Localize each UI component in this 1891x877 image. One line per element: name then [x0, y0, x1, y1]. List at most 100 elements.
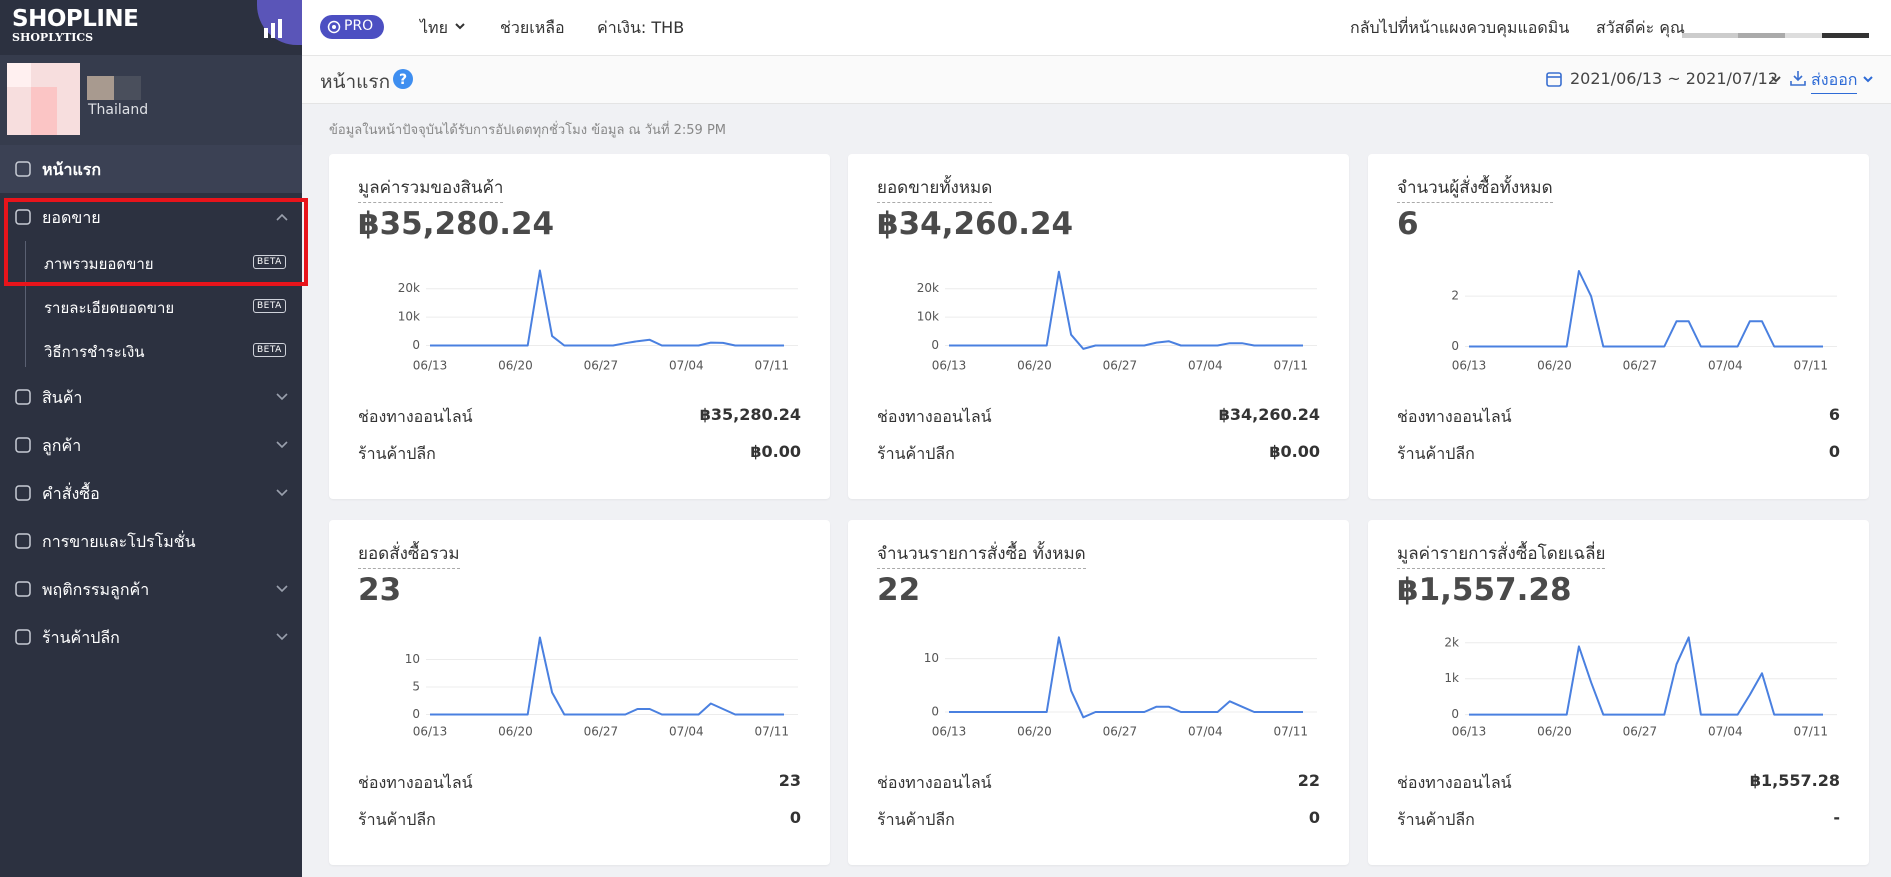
menu-item[interactable]: สินค้า — [42, 388, 83, 407]
y-tick-label: 20k — [398, 281, 420, 295]
greeting: สวัสดีค่ะ คุณ — [1596, 18, 1685, 37]
row-label: ร้านค้าปลีก — [1397, 444, 1475, 463]
date-range[interactable]: 2021/06/13 ~ 2021/07/12 — [1570, 69, 1779, 88]
menu-item[interactable]: ยอดขาย — [42, 208, 101, 227]
x-tick-label: 07/04 — [1188, 725, 1223, 739]
menu-icon-shape — [15, 485, 31, 501]
x-tick-label: 07/11 — [754, 359, 789, 373]
y-tick-label: 10k — [398, 310, 420, 324]
menu-icon-shape — [15, 389, 31, 405]
chevron-line — [276, 633, 288, 641]
line-series — [430, 269, 784, 347]
x-tick-label: 07/11 — [1793, 359, 1828, 373]
menu-icon-shape — [15, 581, 31, 597]
x-tick-label: 06/27 — [584, 359, 619, 373]
x-tick-label: 07/04 — [1708, 725, 1743, 739]
analytics-icon — [264, 19, 282, 38]
help-icon[interactable]: ? — [393, 69, 413, 89]
menu-item[interactable]: คำสั่งซื้อ — [42, 484, 100, 503]
y-tick-label: 5 — [412, 680, 420, 694]
x-tick-label: 06/20 — [1537, 725, 1572, 739]
chevron-line — [276, 441, 288, 449]
row-value: - — [1833, 808, 1840, 827]
menu-active-bg — [0, 145, 302, 193]
chart: 0 10 06/13 06/20 06/27 07/04 07/11 — [924, 636, 1317, 739]
submenu-item[interactable]: วิธีการชำระเงิน — [44, 343, 145, 361]
x-tick-label: 07/04 — [669, 725, 704, 739]
card-total: 23 — [358, 572, 402, 608]
x-tick-label: 07/11 — [1273, 725, 1308, 739]
chevron-line — [276, 213, 288, 221]
topbar: PRO ไทย ช่วยเหลือ ค่าเงิน: THB กลับไปที่… — [302, 0, 1891, 56]
x-tick-label: 06/20 — [1537, 359, 1572, 373]
svg-text:?: ? — [399, 72, 407, 88]
x-tick-label: 06/27 — [1623, 359, 1658, 373]
chevron-line — [276, 489, 288, 497]
x-tick-label: 07/11 — [754, 725, 789, 739]
row-value: ฿34,260.24 — [1218, 405, 1320, 424]
row-value: 22 — [1297, 771, 1320, 790]
beta-badge: BETA — [253, 299, 286, 313]
x-tick-label: 07/04 — [1708, 359, 1743, 373]
export-button[interactable]: ส่งออก — [1811, 68, 1858, 94]
chevron — [276, 585, 288, 593]
help-link[interactable]: ช่วยเหลือ — [500, 18, 565, 37]
currency[interactable]: ค่าเงิน: THB — [597, 18, 685, 37]
menu-icon — [15, 389, 31, 405]
menu-item[interactable]: การขายและโปรโมชั่น — [42, 532, 196, 551]
chevron-line — [276, 393, 288, 401]
submenu-guide — [25, 241, 26, 367]
row-label: ช่องทางออนไลน์ — [358, 407, 473, 426]
submenu-item[interactable]: ภาพรวมยอดขาย — [44, 255, 154, 273]
y-tick-label: 1k — [1444, 671, 1459, 685]
line-series — [430, 636, 784, 716]
chart: 0 10k 20k 06/13 06/20 06/27 07/04 07/11 — [398, 269, 798, 373]
card-total: ฿34,260.24 — [877, 206, 1074, 242]
menu-icon — [15, 209, 31, 225]
row-value: 0 — [1308, 808, 1320, 827]
row-label: ช่องทางออนไลน์ — [1397, 773, 1512, 792]
language[interactable]: ไทย — [420, 18, 448, 37]
row-label: ช่องทางออนไลน์ — [1397, 407, 1512, 426]
card-title: จำนวนผู้สั่งซื้อทั้งหมด — [1397, 174, 1553, 203]
menu-icon — [15, 533, 31, 549]
row-label: ร้านค้าปลีก — [358, 444, 436, 463]
menu-item[interactable]: ลูกค้า — [42, 436, 82, 455]
menu-icon-shape — [15, 437, 31, 453]
y-tick-label: 10k — [917, 310, 939, 324]
menu-icon-shape — [15, 629, 31, 645]
menu-item[interactable]: พฤติกรรมลูกค้า — [42, 580, 150, 599]
redacted — [114, 76, 141, 100]
chevron — [276, 393, 288, 401]
y-tick-label: 0 — [412, 338, 420, 352]
chevron — [276, 633, 288, 641]
brand: SHOPLINE — [12, 6, 139, 32]
x-tick-label: 07/11 — [1793, 725, 1828, 739]
x-tick-label: 06/20 — [498, 359, 533, 373]
line-series — [1469, 270, 1823, 348]
line-series — [1469, 636, 1823, 716]
menu-icon-shape — [15, 161, 31, 177]
y-tick-label: 0 — [412, 707, 420, 721]
sidebar: SHOPLINE SHOPLYTICS Thailand หน้าแรก ยอดข… — [0, 0, 302, 877]
row-value: 6 — [1828, 405, 1840, 424]
y-tick-label: 10 — [405, 652, 420, 666]
y-tick-label: 2k — [1444, 635, 1459, 649]
row-label: ร้านค้าปลีก — [877, 444, 955, 463]
redacted — [87, 76, 114, 100]
row-label: ช่องทางออนไลน์ — [358, 773, 473, 792]
menu-item[interactable]: หน้าแรก — [42, 160, 102, 179]
card-total: 22 — [877, 572, 921, 608]
card-title: ยอดขายทั้งหมด — [877, 174, 993, 203]
menu-item[interactable]: ร้านค้าปลีก — [42, 628, 120, 647]
y-tick-label: 0 — [931, 705, 939, 719]
x-tick-label: 07/11 — [1273, 359, 1308, 373]
row-value: ฿35,280.24 — [699, 405, 801, 424]
chevron — [276, 213, 288, 221]
x-tick-label: 06/13 — [932, 725, 967, 739]
row-label: ช่องทางออนไลน์ — [877, 773, 992, 792]
submenu-item[interactable]: รายละเอียดยอดขาย — [44, 299, 175, 317]
beta-badge: BETA — [253, 255, 286, 269]
admin-link[interactable]: กลับไปที่หน้าแผงควบคุมแอดมิน — [1350, 18, 1570, 37]
